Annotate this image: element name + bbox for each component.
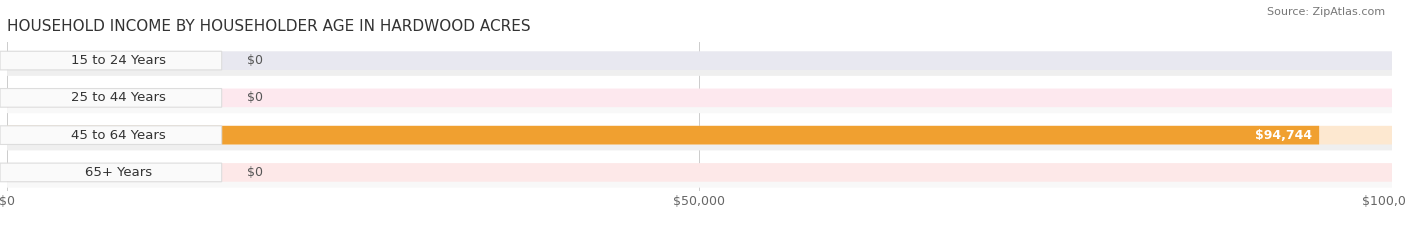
FancyBboxPatch shape <box>8 126 1392 144</box>
Text: HOUSEHOLD INCOME BY HOUSEHOLDER AGE IN HARDWOOD ACRES: HOUSEHOLD INCOME BY HOUSEHOLDER AGE IN H… <box>7 19 530 34</box>
FancyBboxPatch shape <box>7 52 1392 76</box>
Text: $0: $0 <box>246 166 263 179</box>
Text: 15 to 24 Years: 15 to 24 Years <box>72 54 166 67</box>
FancyBboxPatch shape <box>7 164 1392 188</box>
Text: $0: $0 <box>246 91 263 104</box>
FancyBboxPatch shape <box>7 89 1392 113</box>
FancyBboxPatch shape <box>7 127 1392 151</box>
FancyBboxPatch shape <box>8 89 1392 107</box>
FancyBboxPatch shape <box>8 163 1392 182</box>
Text: 65+ Years: 65+ Years <box>86 166 152 179</box>
FancyBboxPatch shape <box>8 51 1392 70</box>
FancyBboxPatch shape <box>0 51 222 70</box>
Text: $94,744: $94,744 <box>1256 129 1312 142</box>
FancyBboxPatch shape <box>0 126 222 144</box>
FancyBboxPatch shape <box>0 163 222 182</box>
Text: Source: ZipAtlas.com: Source: ZipAtlas.com <box>1267 7 1385 17</box>
Text: $0: $0 <box>246 54 263 67</box>
FancyBboxPatch shape <box>7 126 1319 144</box>
FancyBboxPatch shape <box>0 89 222 107</box>
Text: 45 to 64 Years: 45 to 64 Years <box>72 129 166 142</box>
Text: 25 to 44 Years: 25 to 44 Years <box>72 91 166 104</box>
